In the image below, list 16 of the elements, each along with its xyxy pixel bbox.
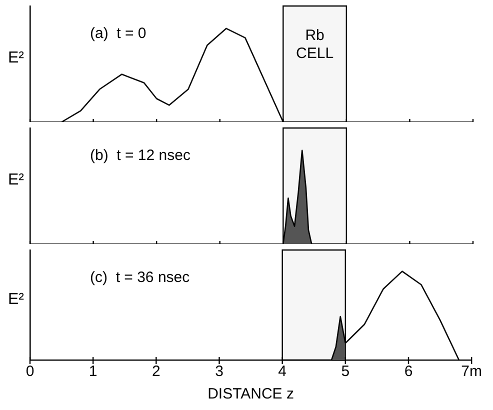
x-tick-label: 0 — [26, 363, 34, 380]
x-tick-label: 5 — [341, 363, 350, 380]
x-tick-label: 6 — [404, 363, 413, 380]
x-tick-label: 7m — [461, 363, 482, 380]
x-tick-label: 1 — [88, 363, 98, 380]
annotation: (b) t = 12 nsec — [90, 147, 191, 164]
annotation: (a) t = 0 — [90, 25, 146, 42]
x-tick-label: 3 — [215, 363, 224, 380]
y-axis-title: E² — [8, 290, 25, 308]
x-tick-label: 2 — [152, 363, 160, 380]
x-tick-label: 4 — [278, 363, 287, 380]
x-axis-title: DISTANCE z — [208, 386, 294, 403]
band-label: Rb CELL — [296, 27, 334, 62]
annotation: (c) t = 36 nsec — [90, 269, 190, 286]
y-axis-title: E² — [8, 172, 25, 189]
y-axis-title: E² — [8, 50, 25, 67]
